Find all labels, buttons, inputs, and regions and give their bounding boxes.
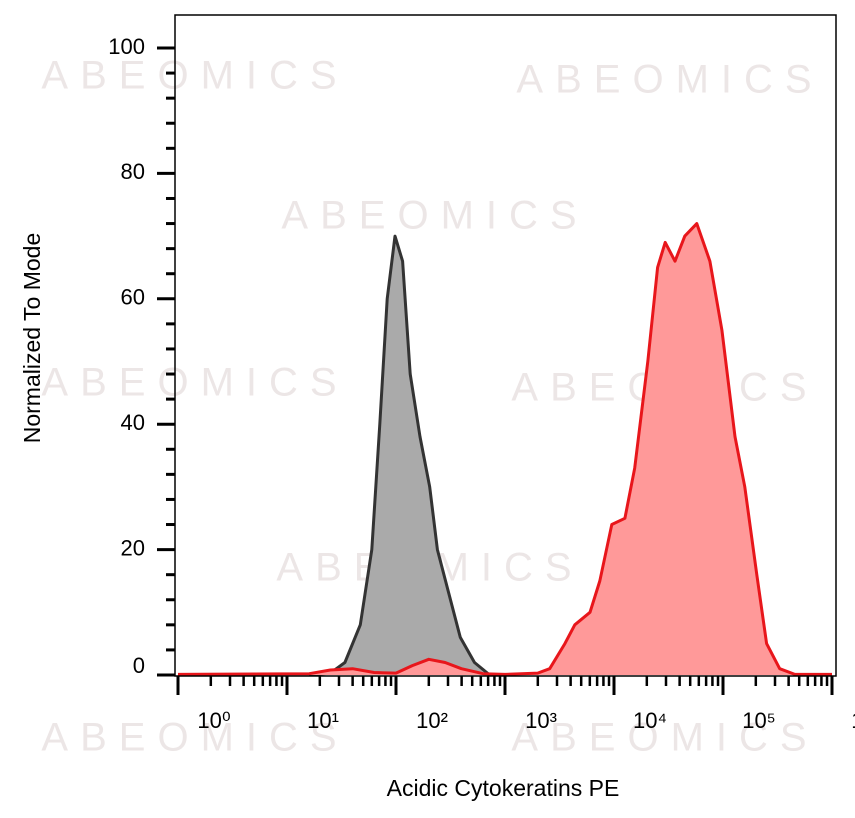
x-axis-title: Acidic Cytokeratins PE — [387, 775, 620, 801]
plot — [177, 222, 832, 677]
x-tick-label: 10⁴ — [633, 708, 667, 733]
y-tick-label: 60 — [121, 285, 145, 310]
y-tick-label: 100 — [108, 34, 145, 59]
series-line — [177, 222, 832, 676]
watermark: ABEOMICS — [281, 194, 588, 238]
watermark: ABEOMICS — [511, 716, 818, 760]
x-tick-label: 10² — [416, 708, 448, 733]
x-tick-label: 10¹ — [307, 708, 339, 733]
watermark: ABEOMICS — [41, 716, 348, 760]
x-tick-label: 10⁵ — [742, 708, 776, 733]
watermark: ABEOMICS — [41, 54, 348, 98]
x-tick-label: 10⁰ — [197, 708, 230, 733]
y-tick-label: 40 — [121, 410, 145, 435]
x-tick-label: 10³ — [525, 708, 557, 733]
y-tick-label: 0 — [133, 653, 145, 678]
y-tick-label: 20 — [121, 535, 145, 560]
series-area — [178, 223, 832, 675]
series-area — [309, 236, 490, 675]
watermark: ABEOMICS — [516, 58, 823, 102]
x-tick-label: 10⁶ — [851, 708, 855, 733]
y-axis-title: Normalized To Mode — [19, 233, 45, 444]
series-line — [309, 234, 491, 677]
watermark: ABEOMICS — [41, 361, 348, 405]
y-tick-label: 80 — [121, 159, 145, 184]
